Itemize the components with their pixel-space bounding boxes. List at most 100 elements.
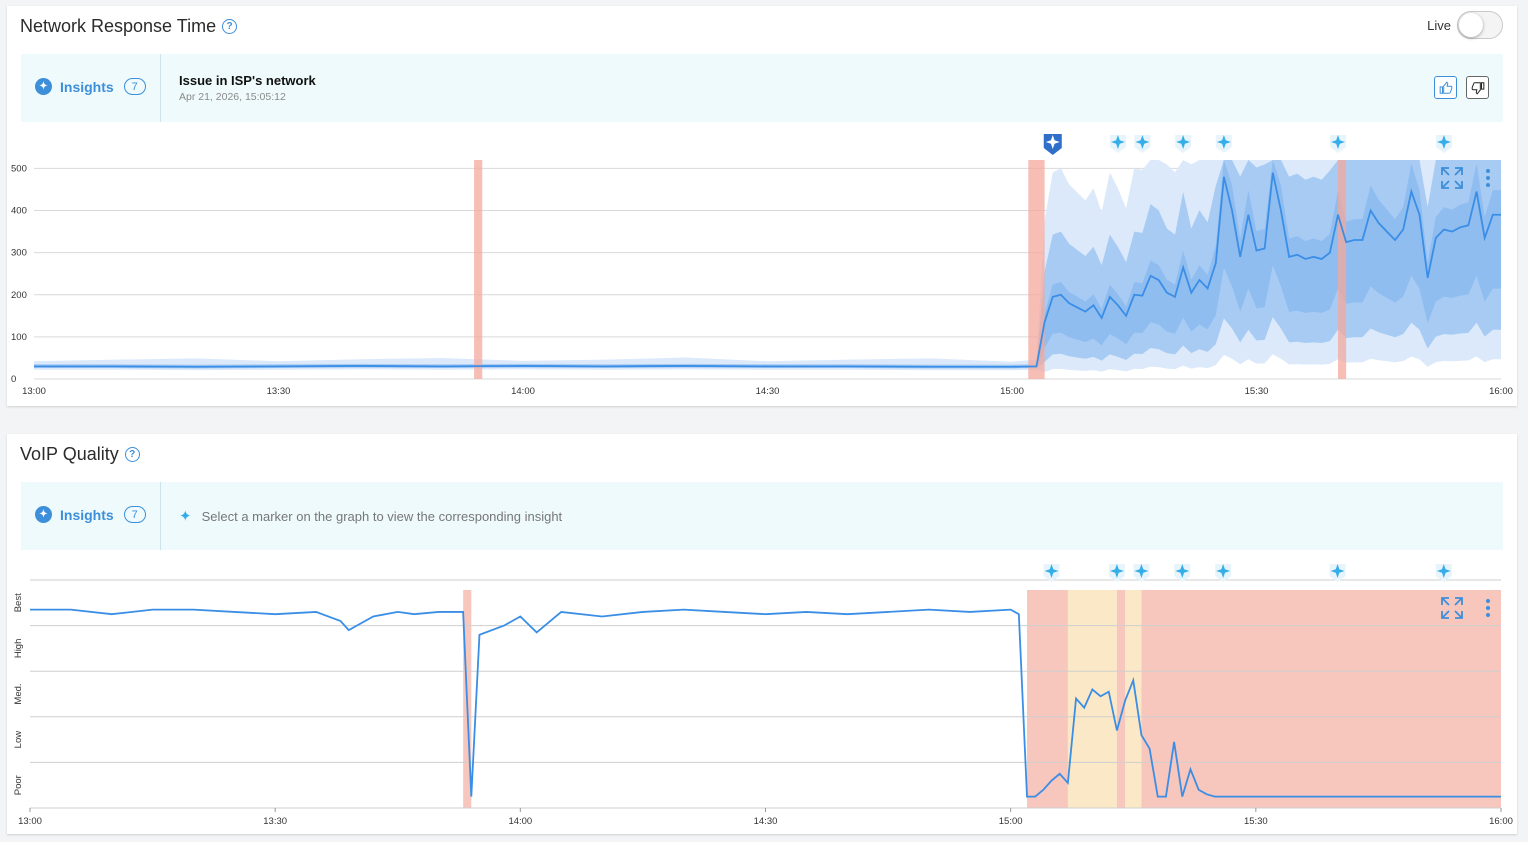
- insight-marker-icon[interactable]: [1043, 134, 1062, 155]
- expand-icon[interactable]: [1441, 597, 1463, 619]
- menu-dot: [1486, 613, 1490, 617]
- more-vertical-icon[interactable]: [1486, 599, 1490, 617]
- insights-button[interactable]: ✦ Insights 7: [35, 78, 146, 95]
- marker-sparkle: [1436, 564, 1451, 578]
- issue-range[interactable]: [1028, 160, 1045, 379]
- help-icon[interactable]: ?: [222, 19, 238, 34]
- sparkle-icon: ✦: [179, 508, 192, 525]
- x-tick-label: 14:00: [511, 386, 535, 397]
- insight-marker-icon[interactable]: [1215, 564, 1232, 582]
- voip-quality-chart[interactable]: Poor Low Med. High Best 13:00 13:30 14:00 14:30 1…: [7, 434, 1517, 834]
- x-tick-label: 16:00: [1489, 816, 1513, 827]
- y-tick-label: 200: [11, 290, 27, 301]
- panel-title: VoIP Quality ?: [20, 444, 140, 465]
- marker-sparkle: [1216, 135, 1231, 149]
- insight-marker-icon[interactable]: [1215, 135, 1232, 153]
- issue-range[interactable]: [1141, 590, 1501, 808]
- series-line: [30, 608, 1501, 798]
- expand-icon[interactable]: [1441, 167, 1463, 189]
- insight-marker-icon[interactable]: [1435, 135, 1452, 153]
- issue-range[interactable]: [1027, 590, 1068, 808]
- marker-sparkle: [1330, 564, 1345, 578]
- live-label: Live: [1427, 17, 1451, 33]
- y-tick-label: 500: [11, 163, 27, 174]
- insight-marker-icon[interactable]: [1175, 135, 1192, 153]
- insight-marker-icon[interactable]: [1330, 135, 1346, 153]
- marker-sparkle: [1175, 564, 1190, 578]
- warning-range[interactable]: [1125, 590, 1142, 808]
- thumbs-down-icon: [1471, 81, 1484, 95]
- insight-hint: ✦ Select a marker on the graph to view t…: [179, 507, 562, 525]
- live-toggle[interactable]: [1457, 11, 1503, 39]
- toggle-knob: [1459, 13, 1483, 37]
- insights-count-badge: 7: [123, 506, 146, 523]
- x-tick-label: 15:00: [1000, 386, 1024, 397]
- panel-title-text: VoIP Quality: [20, 444, 119, 464]
- expand-glyph: [1441, 597, 1463, 619]
- issue-range[interactable]: [474, 160, 483, 379]
- insights-label: Insights: [60, 78, 114, 95]
- sparkle-logo-icon: ✦: [35, 506, 52, 523]
- insight-marker-icon[interactable]: [1043, 564, 1060, 582]
- expand-glyph: [1441, 167, 1463, 189]
- menu-dot: [1486, 606, 1490, 610]
- insights-button[interactable]: ✦ Insights 7: [35, 506, 146, 523]
- insight-marker-icon[interactable]: [1329, 564, 1346, 582]
- insights-count-badge: 7: [123, 78, 146, 95]
- insight-marker-icon[interactable]: [1133, 564, 1150, 582]
- issue-range[interactable]: [1338, 160, 1347, 379]
- insight-marker-icon[interactable]: [1435, 564, 1452, 582]
- x-tick-label: 15:00: [999, 816, 1023, 827]
- insights-bar: ✦ Insights 7 ✦ Select a marker on the gr…: [21, 482, 1503, 550]
- marker-sparkle: [1135, 135, 1150, 149]
- insight-title: Issue in ISP's network: [179, 73, 316, 88]
- thumbs-down-button[interactable]: [1466, 76, 1489, 99]
- more-vertical-icon[interactable]: [1486, 169, 1490, 187]
- insights-divider: [160, 482, 161, 550]
- inner-band: [34, 160, 1501, 368]
- insights-divider: [160, 54, 161, 122]
- issue-range[interactable]: [1116, 590, 1126, 808]
- marker-sparkle: [1109, 564, 1124, 578]
- live-toggle-group: Live: [1427, 11, 1503, 39]
- panel-title: Network Response Time ?: [20, 16, 238, 37]
- insights-bar: ✦ Insights 7 Issue in ISP's network Apr …: [21, 54, 1503, 122]
- x-tick-label: 13:30: [267, 386, 291, 397]
- insight-marker-icon[interactable]: [1174, 564, 1191, 582]
- x-tick-label: 14:30: [754, 816, 778, 827]
- thumbs-up-icon: [1439, 80, 1452, 94]
- y-tick-label: 0: [11, 374, 16, 385]
- insight-timestamp: Apr 21, 2026, 15:05:12: [179, 91, 286, 103]
- panel-title-text: Network Response Time: [20, 16, 217, 36]
- marker-sparkle: [1216, 564, 1231, 578]
- x-tick-label: 13:00: [22, 386, 46, 397]
- x-tick-label: 13:30: [263, 816, 287, 827]
- y-tick-label: 300: [11, 248, 27, 259]
- menu-dot: [1486, 176, 1490, 180]
- y-tick-label: 400: [11, 206, 27, 217]
- series-line: [34, 172, 1501, 368]
- y-tick-label: Poor: [13, 775, 24, 795]
- x-tick-label: 14:00: [508, 816, 532, 827]
- marker-sparkle: [1045, 135, 1060, 149]
- insight-hint-text: Select a marker on the graph to view the…: [201, 508, 563, 524]
- response-time-chart[interactable]: 0 100 200 300 400 500 13:00 13:30 14:00 14:30 15:0…: [7, 6, 1517, 406]
- y-tick-label: Med.: [13, 683, 24, 704]
- help-icon[interactable]: ?: [124, 447, 140, 462]
- x-tick-label: 13:00: [18, 816, 42, 827]
- x-tick-label: 15:30: [1245, 386, 1269, 397]
- y-tick-label: Low: [13, 731, 24, 749]
- marker-sparkle: [1331, 135, 1345, 149]
- menu-dot: [1486, 183, 1490, 187]
- x-tick-label: 15:30: [1244, 816, 1268, 827]
- marker-sparkle: [1044, 564, 1059, 578]
- marker-sparkle: [1134, 564, 1149, 578]
- thumbs-up-button[interactable]: [1434, 76, 1457, 99]
- insight-marker-icon[interactable]: [1109, 135, 1126, 153]
- insight-marker-icon[interactable]: [1134, 135, 1151, 153]
- y-tick-label: High: [13, 639, 24, 659]
- x-tick-label: 16:00: [1489, 386, 1513, 397]
- voip-quality-panel: VoIP Quality ? ✦ Insights 7 ✦ Select a m…: [7, 434, 1517, 834]
- insight-marker-icon[interactable]: [1108, 564, 1125, 582]
- menu-dot: [1486, 169, 1490, 173]
